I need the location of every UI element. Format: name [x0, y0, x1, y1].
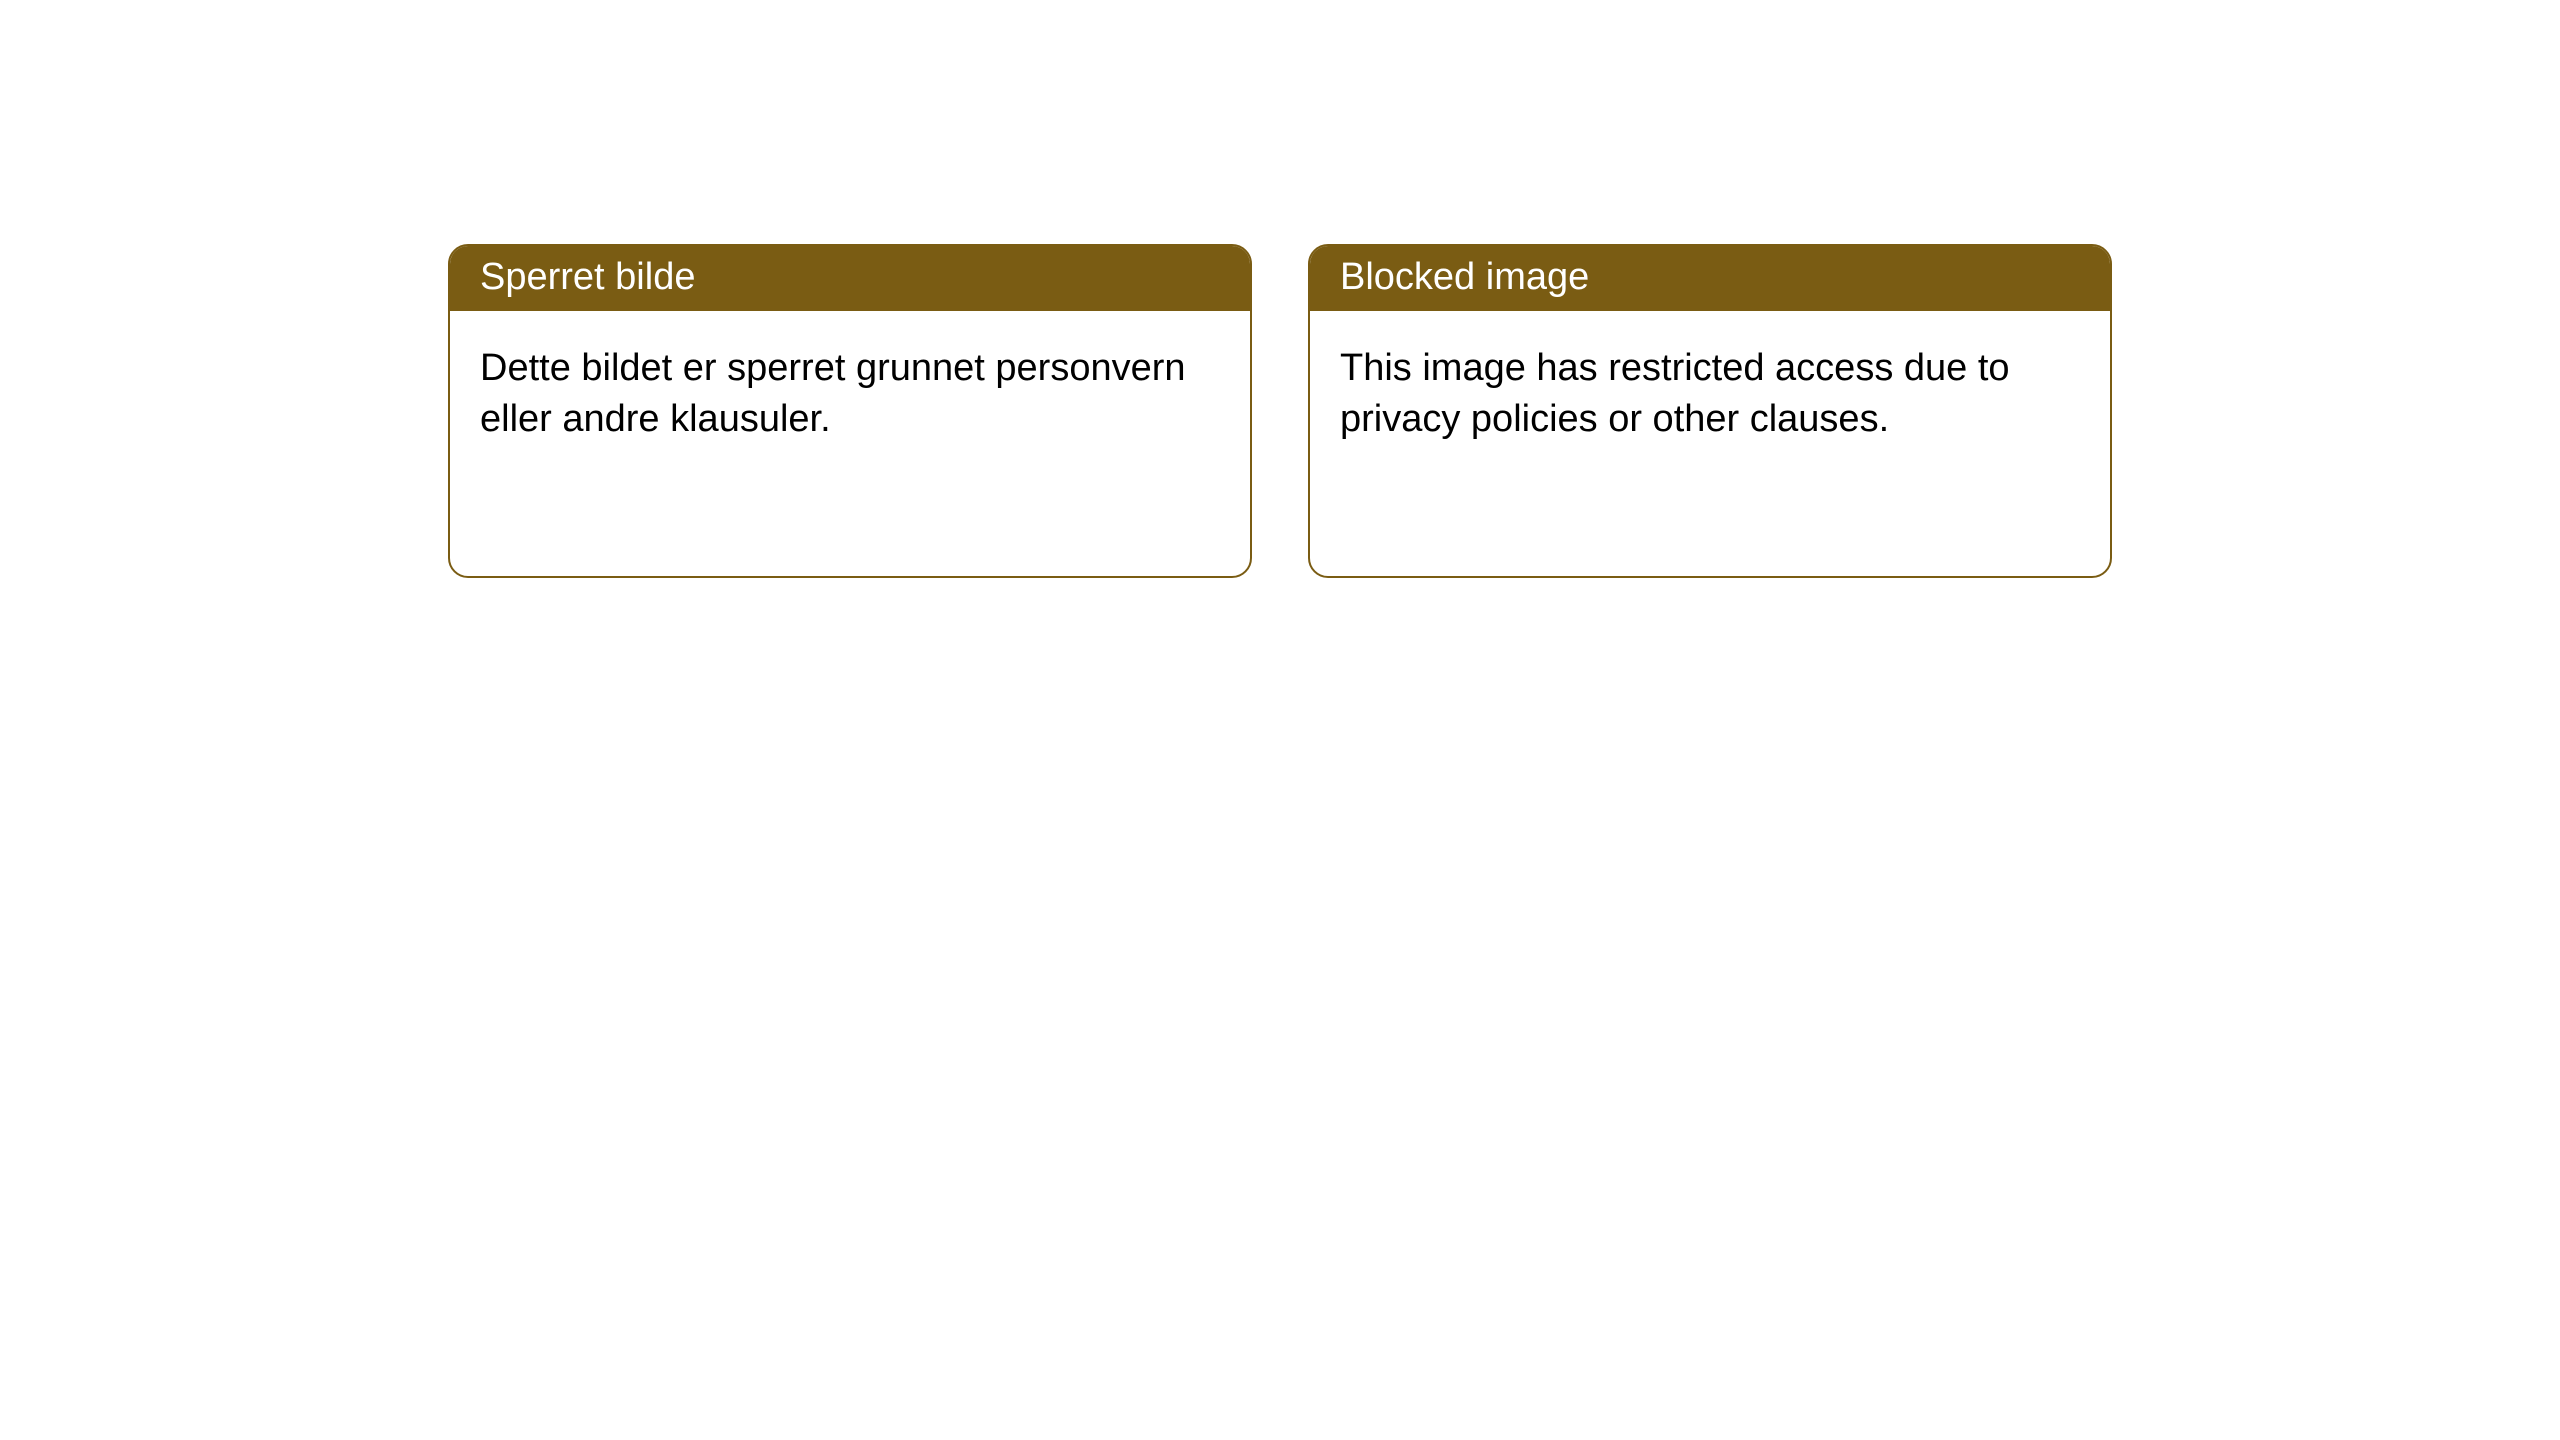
notice-body-norwegian: Dette bildet er sperret grunnet personve…	[450, 311, 1250, 478]
notice-card-english: Blocked image This image has restricted …	[1308, 244, 2112, 578]
notice-container: Sperret bilde Dette bildet er sperret gr…	[448, 244, 2112, 578]
notice-title-norwegian: Sperret bilde	[450, 246, 1250, 311]
notice-title-english: Blocked image	[1310, 246, 2110, 311]
notice-card-norwegian: Sperret bilde Dette bildet er sperret gr…	[448, 244, 1252, 578]
notice-body-english: This image has restricted access due to …	[1310, 311, 2110, 478]
